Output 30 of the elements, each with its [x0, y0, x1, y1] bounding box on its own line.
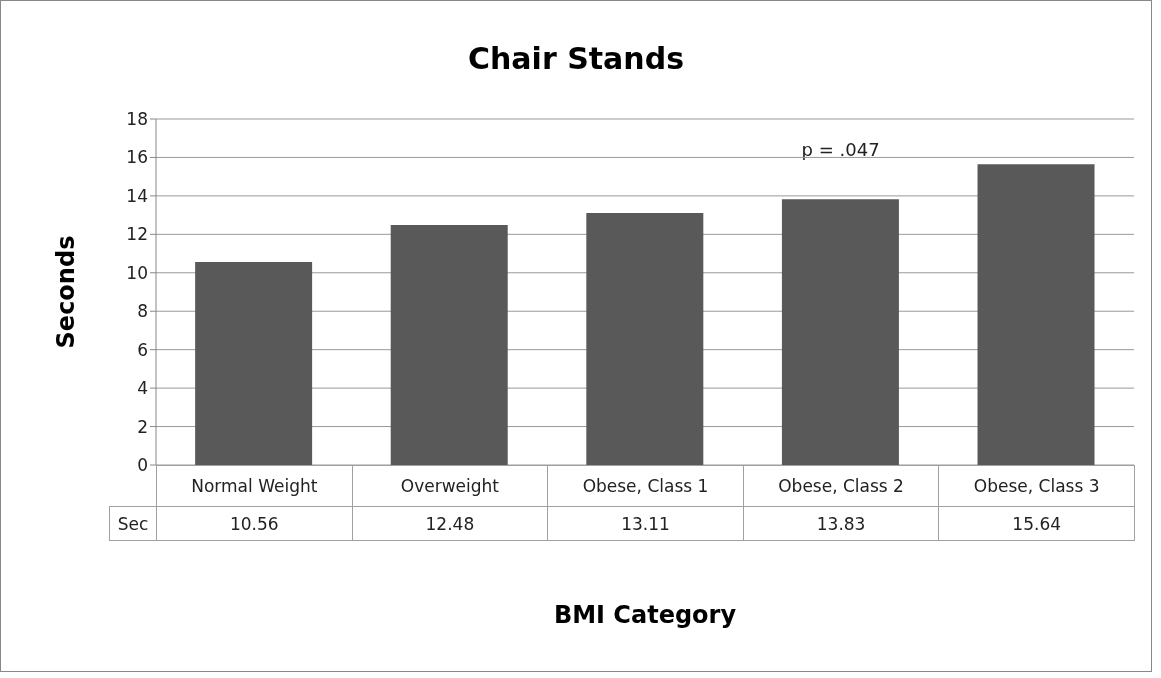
- bar: [390, 225, 508, 465]
- y-tick-label: 18: [126, 109, 148, 130]
- y-tick-label: 4: [137, 378, 148, 399]
- text: Sec: [109, 506, 157, 541]
- bar: [195, 262, 313, 465]
- bar: [977, 164, 1095, 465]
- x-tick-label: Normal Weight: [156, 465, 353, 507]
- data-label: 13.11: [547, 506, 744, 541]
- chart-title: Chair Stands: [467, 41, 685, 76]
- y-axis-title: Seconds: [52, 235, 80, 349]
- y-tick-label: 10: [126, 262, 148, 283]
- y-tick-label: 8: [137, 301, 148, 322]
- y-tick-label: 2: [137, 416, 148, 437]
- x-tick-label: Overweight: [351, 465, 549, 507]
- data-label: 10.56: [156, 506, 353, 541]
- data-label: 12.48: [351, 506, 549, 541]
- x-tick-label: Obese, Class 3: [938, 465, 1135, 507]
- x-tick-label: Obese, Class 2: [742, 465, 940, 507]
- annotation: p = .047: [800, 139, 881, 160]
- data-label: 15.64: [938, 506, 1135, 541]
- y-tick-label: 16: [126, 147, 148, 168]
- y-tick-label: 6: [137, 339, 148, 360]
- x-tick-label: Obese, Class 1: [547, 465, 744, 507]
- bar: [586, 213, 704, 465]
- y-tick-label: 14: [126, 185, 148, 206]
- data-label: 13.83: [742, 506, 940, 541]
- y-tick-label: 12: [126, 224, 148, 245]
- x-axis-title: BMI Category: [552, 601, 738, 629]
- bar: [781, 199, 899, 465]
- y-tick-label: 0: [137, 455, 148, 476]
